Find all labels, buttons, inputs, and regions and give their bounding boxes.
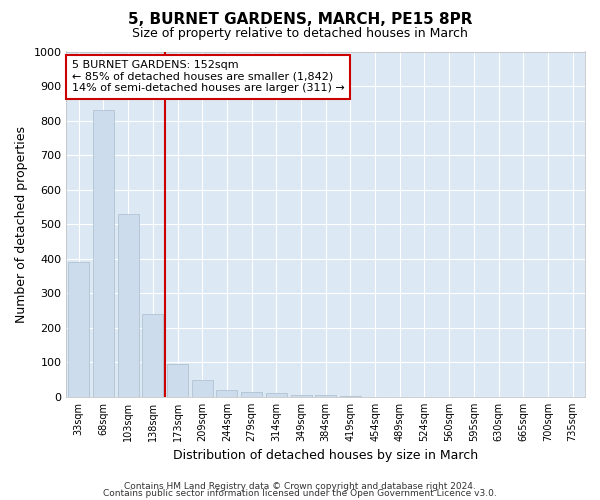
X-axis label: Distribution of detached houses by size in March: Distribution of detached houses by size … <box>173 450 478 462</box>
Text: Contains HM Land Registry data © Crown copyright and database right 2024.: Contains HM Land Registry data © Crown c… <box>124 482 476 491</box>
Bar <box>241 392 262 397</box>
Bar <box>142 314 163 397</box>
Y-axis label: Number of detached properties: Number of detached properties <box>15 126 28 322</box>
Text: Size of property relative to detached houses in March: Size of property relative to detached ho… <box>132 28 468 40</box>
Bar <box>217 390 238 397</box>
Bar <box>68 262 89 397</box>
Text: Contains public sector information licensed under the Open Government Licence v3: Contains public sector information licen… <box>103 490 497 498</box>
Bar <box>266 394 287 397</box>
Bar <box>118 214 139 397</box>
Text: 5 BURNET GARDENS: 152sqm
← 85% of detached houses are smaller (1,842)
14% of sem: 5 BURNET GARDENS: 152sqm ← 85% of detach… <box>71 60 344 94</box>
Bar <box>315 395 336 397</box>
Text: 5, BURNET GARDENS, MARCH, PE15 8PR: 5, BURNET GARDENS, MARCH, PE15 8PR <box>128 12 472 28</box>
Bar <box>93 110 114 397</box>
Bar <box>167 364 188 397</box>
Bar <box>290 394 311 397</box>
Bar <box>192 380 213 397</box>
Bar <box>340 396 361 397</box>
